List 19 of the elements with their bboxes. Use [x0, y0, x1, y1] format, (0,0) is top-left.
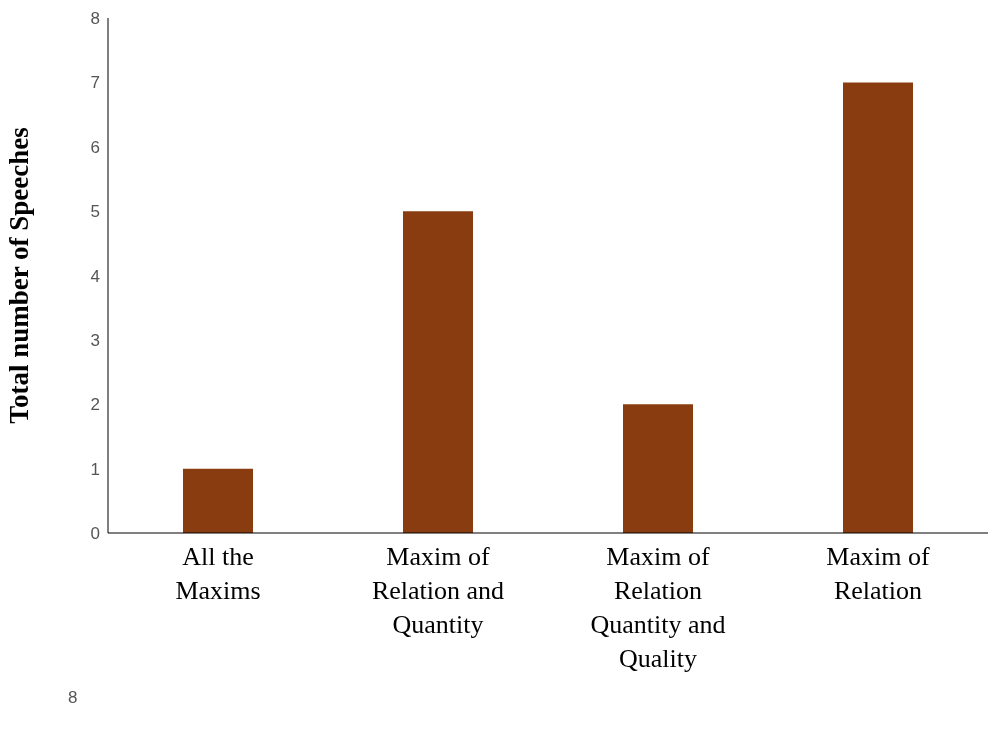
bar — [403, 211, 473, 533]
y-tick-label: 5 — [90, 202, 100, 222]
y-tick-label: 4 — [90, 266, 100, 286]
y-tick-label: 0 — [90, 524, 100, 544]
bar — [843, 82, 913, 533]
bar — [183, 468, 253, 533]
bar — [623, 404, 693, 533]
y-tick-label: 3 — [90, 330, 100, 350]
text: 8 — [68, 688, 78, 708]
y-tick-label: 7 — [90, 73, 100, 93]
y-tick-label: 1 — [90, 459, 100, 479]
x-tick-label: Maxim of Relation Quantity and Quality — [590, 542, 726, 673]
y-axis-title: Total number of Speeches — [3, 127, 34, 424]
x-tick-label: All the Maxims — [175, 542, 261, 605]
x-tick-label: Maxim of Relation — [826, 542, 930, 605]
y-tick-label: 8 — [90, 9, 100, 29]
y-tick-label: 6 — [90, 137, 100, 157]
y-tick-label: 2 — [90, 395, 100, 415]
x-tick-label: Maxim of Relation and Quantity — [371, 542, 505, 639]
